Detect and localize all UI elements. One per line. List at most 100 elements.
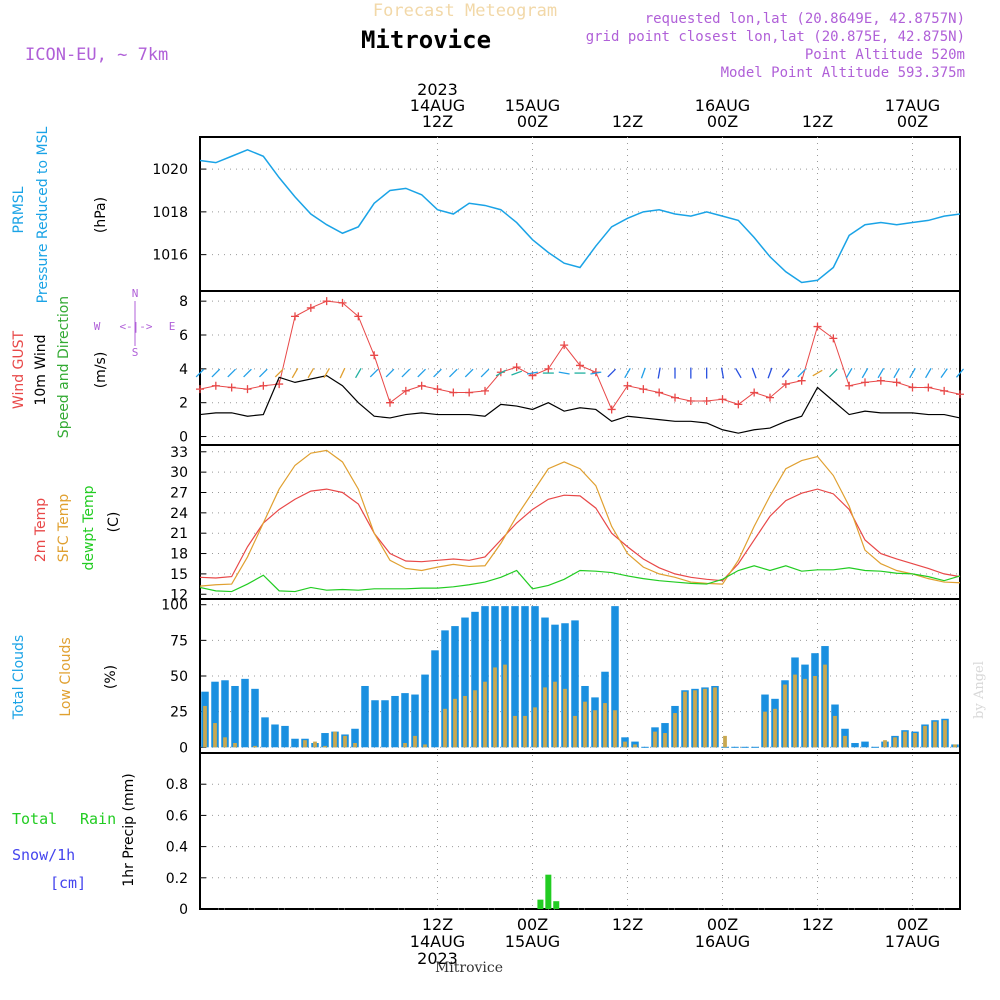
total-clouds-bar xyxy=(861,741,869,748)
bottom-time-label: 2023 xyxy=(417,949,458,968)
low-clouds-bar xyxy=(543,687,547,748)
low-clouds-bar xyxy=(663,733,667,748)
gridpoint-coords: grid point closest lon,lat (20.875E, 42.… xyxy=(586,29,965,45)
low-clouds-bar xyxy=(773,708,777,748)
wind-label-1: Wind GUST xyxy=(11,330,27,409)
low-clouds-bar xyxy=(923,725,927,748)
wind-direction-arrow xyxy=(526,371,539,375)
wind-direction-arrow xyxy=(401,368,411,378)
low-clouds-bar xyxy=(913,733,917,748)
temp-tick-label: 18 xyxy=(170,547,188,563)
clouds-tick-label: 100 xyxy=(161,598,188,614)
top-time-label: 12Z xyxy=(612,112,643,131)
wind-direction-arrow xyxy=(607,368,617,378)
pressure-label-2: Pressure Reduced to MSL xyxy=(35,126,51,303)
low-clouds-bar xyxy=(833,715,837,748)
wind-gust-point xyxy=(481,386,489,395)
temp-label-2: SFC Temp xyxy=(56,494,72,563)
wind-gust-point xyxy=(243,385,252,394)
wind-gust-point xyxy=(512,363,521,372)
total-clouds-bar xyxy=(851,743,859,748)
footer-location: Mitrovice xyxy=(435,960,503,976)
low-clouds-bar xyxy=(533,707,537,748)
wind-tick-label: 6 xyxy=(179,328,188,344)
wind-gust-point xyxy=(734,400,743,409)
low-clouds-bar xyxy=(423,744,427,748)
wind-tick-label: 0 xyxy=(179,430,188,446)
wind-direction-arrow xyxy=(274,368,284,378)
wind-direction-arrow xyxy=(211,368,221,378)
low-clouds-bar xyxy=(203,705,207,748)
low-clouds-bar xyxy=(903,731,907,748)
low-clouds-bar xyxy=(343,735,347,748)
bottom-time-label: 17AUG xyxy=(885,932,940,951)
wind-gust-point xyxy=(655,388,664,397)
model-altitude: Model Point Altitude 593.375m xyxy=(721,65,965,81)
top-time-label: 14AUG xyxy=(410,96,465,115)
temp-label-3: dewpt Temp xyxy=(81,485,97,570)
wind-gust-point xyxy=(607,405,616,414)
wind-gust-point xyxy=(544,364,553,373)
total-clouds-bar xyxy=(571,620,579,748)
chart-subtitle: Forecast Meteogram xyxy=(373,1,557,21)
pressure-tick-label: 1018 xyxy=(152,205,188,221)
compass-e: E xyxy=(169,320,176,333)
low-clouds-bar xyxy=(553,681,557,748)
low-clouds-bar xyxy=(763,711,767,748)
total-clouds-bar xyxy=(291,738,299,748)
wind-direction-arrow xyxy=(339,367,346,379)
wind-gust-point xyxy=(718,395,727,404)
total-clouds-bar xyxy=(251,688,259,748)
clouds-tick-label: 0 xyxy=(179,740,188,756)
wind-direction-arrow xyxy=(925,367,932,379)
pressure-tick-label: 1016 xyxy=(152,248,188,264)
total-clouds-bar xyxy=(401,693,409,748)
wind-gust-point xyxy=(449,388,458,397)
low-clouds-bar xyxy=(443,708,447,748)
wind-direction-arrow xyxy=(861,367,869,379)
low-clouds-bar xyxy=(623,741,627,748)
wind-direction-arrow xyxy=(291,367,299,379)
wind-direction-arrow xyxy=(797,368,807,378)
precip-tick-label: 0.8 xyxy=(166,777,188,793)
temp-tick-label: 21 xyxy=(170,526,188,542)
wind-gust-point xyxy=(433,385,442,394)
wind-direction-arrow xyxy=(369,368,379,378)
wind-gust-line xyxy=(199,300,961,411)
top-time-label: 15AUG xyxy=(505,96,560,115)
compass-s: S xyxy=(132,346,139,359)
bottom-time-label: 16AUG xyxy=(695,932,750,951)
wind-direction-arrow xyxy=(640,367,646,379)
temp-tick-label: 12 xyxy=(170,587,188,603)
wind-direction-arrow xyxy=(495,369,506,377)
wind-gust-point xyxy=(322,297,331,306)
total-clouds-bar xyxy=(221,680,229,748)
low-clouds-bar xyxy=(583,701,587,748)
wind-direction-arrow xyxy=(307,367,315,379)
wind-direction-arrow xyxy=(417,368,427,378)
temp-unit: (C) xyxy=(106,512,122,533)
wind-gust-point xyxy=(196,385,204,394)
wind-direction-arrow xyxy=(433,368,442,378)
low-clouds-bar xyxy=(573,715,577,748)
rain-bar xyxy=(545,874,552,909)
compass-n: N xyxy=(132,287,139,300)
temp-tick-label: 15 xyxy=(170,567,188,583)
low-clouds-bar xyxy=(453,698,457,748)
total-clouds-bar xyxy=(241,678,249,748)
wind-tick-label: 2 xyxy=(179,396,188,412)
wind-gust-point xyxy=(892,378,901,387)
wind-gust-point xyxy=(702,397,711,405)
wind-unit: (m/s) xyxy=(93,352,109,389)
temp-label-1: 2m Temp xyxy=(33,498,49,562)
precip-panel-labels: Total Rain Snow/1h [cm] 1hr Precip (mm) xyxy=(12,773,137,892)
bottom-time-label: 00Z xyxy=(517,915,548,934)
wind-direction-arrow xyxy=(558,371,570,375)
wind-gust-point xyxy=(876,376,885,385)
wind-direction-arrow xyxy=(767,367,773,379)
wind-gust-point xyxy=(259,381,268,390)
wind-direction-arrow xyxy=(511,370,523,376)
wind-direction-arrow xyxy=(828,368,838,378)
precip-tick-label: 0.2 xyxy=(166,871,188,887)
